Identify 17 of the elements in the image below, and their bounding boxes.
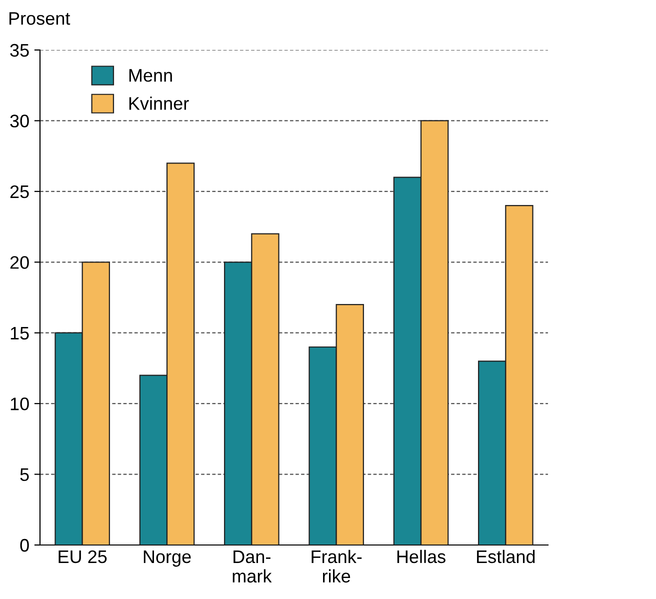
x-tick-label: EU 25: [58, 550, 107, 564]
x-tick-label: Hellas: [397, 550, 446, 564]
y-tick-label: 0: [20, 538, 29, 552]
y-tick-label: 5: [20, 468, 29, 482]
legend-label: Kvinner: [129, 96, 189, 110]
y-tick-label: 15: [10, 326, 29, 340]
y-tick-label: 10: [10, 398, 29, 410]
y-tick-label: 20: [10, 256, 29, 269]
y-tick-label: 35: [10, 44, 29, 57]
legend-label: Menn: [129, 69, 172, 82]
y-tick-label: 30: [10, 114, 29, 128]
x-tick-label: Estland: [477, 550, 535, 564]
x-tick-label: Frank- rike: [312, 550, 362, 583]
x-tick-label: Norge: [144, 550, 191, 567]
y-tick-label: 25: [10, 185, 29, 198]
x-tick-label: Dan- mark: [232, 550, 272, 583]
y-axis-title: Prosent: [9, 12, 70, 25]
